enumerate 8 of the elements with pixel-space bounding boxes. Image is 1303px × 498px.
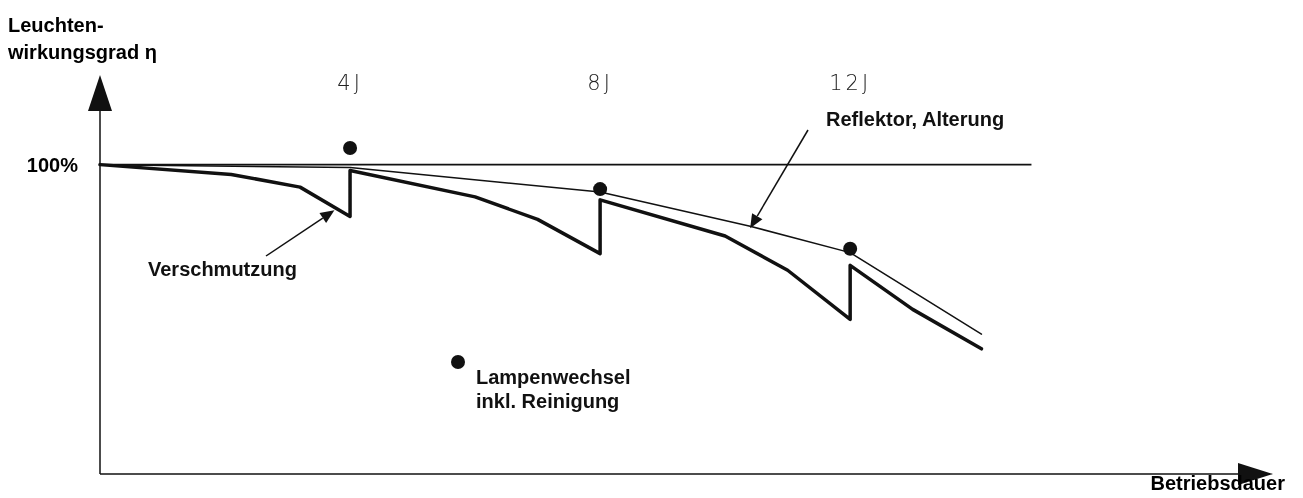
x-tick-label: 4J: [337, 71, 363, 95]
x-tick-label: 8J: [587, 71, 613, 95]
text: Reflektor, Alterung: [826, 108, 1005, 130]
y-axis-title: Leuchten- wirkungsgrad η: [7, 14, 157, 63]
text: 100%: [26, 153, 79, 176]
x-tick-label: 12J: [829, 71, 872, 95]
legend-label: Lampenwechsel inkl. Reinigung: [476, 366, 631, 412]
legend-label: Verschmutzung: [148, 258, 297, 280]
